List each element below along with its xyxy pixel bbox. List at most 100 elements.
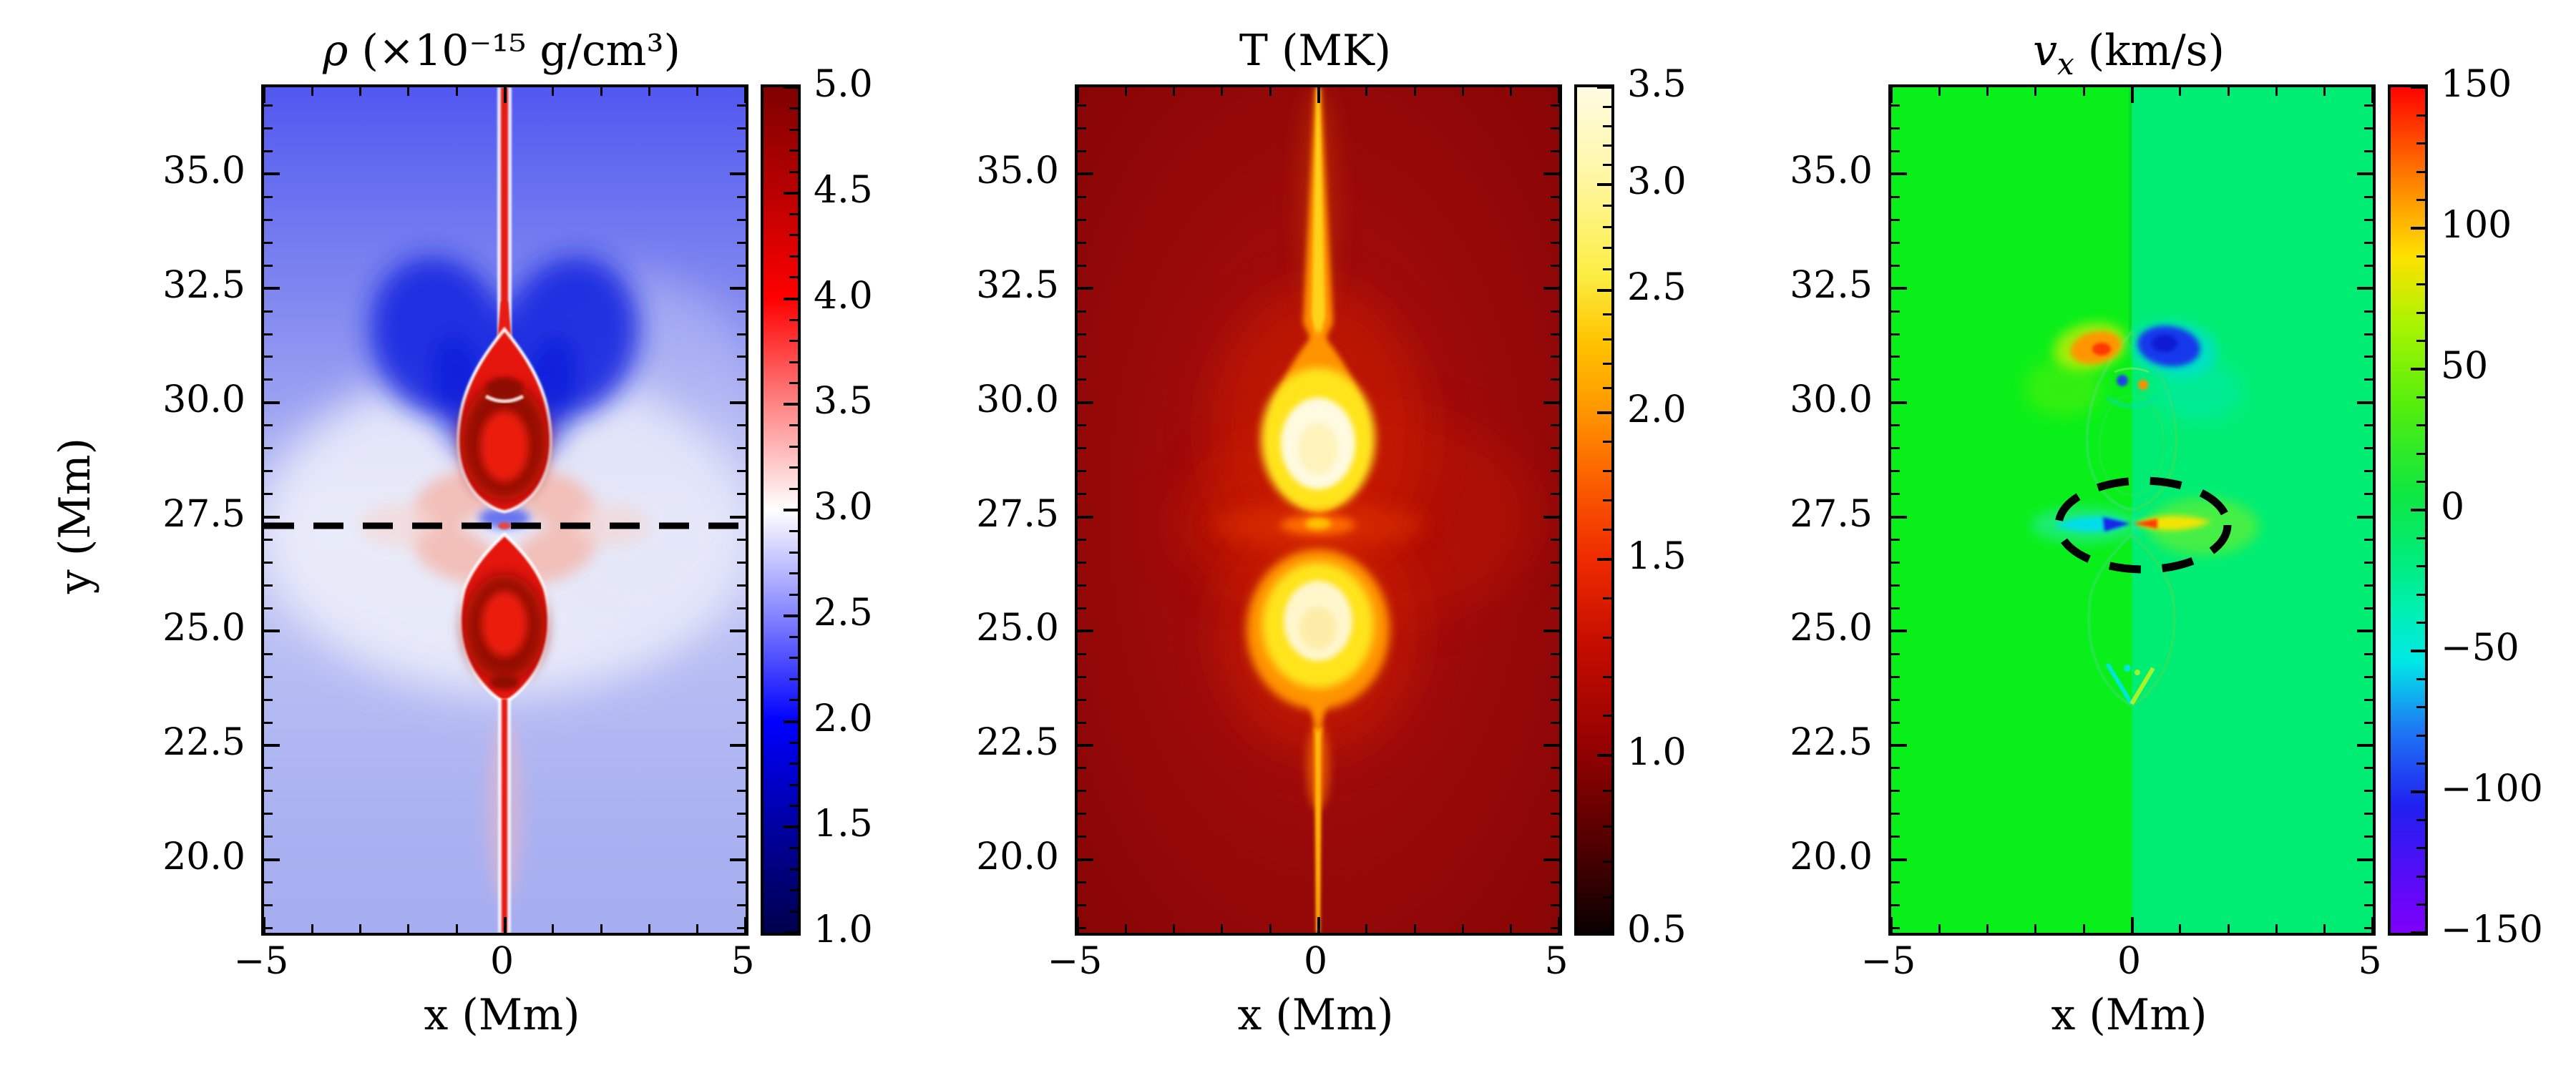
title-subscript: x (2057, 46, 2074, 82)
colorbar-tick (2411, 86, 2425, 89)
colorbar-tick-label: 5.0 (814, 63, 873, 106)
axis-tick (1269, 924, 1272, 933)
axis-tick (737, 767, 746, 770)
axis-tick (1891, 356, 1900, 358)
axis-tick (737, 310, 746, 313)
y-tick-label: 20.0 (162, 835, 245, 878)
colorbar-minor-tick (1603, 268, 1611, 270)
colorbar-tick (784, 509, 798, 511)
temperature-heatmap (1075, 84, 1562, 936)
axis-tick (2364, 241, 2373, 244)
colorbar-tick-label: 2.5 (814, 591, 873, 635)
axis-tick (1543, 401, 1559, 404)
axis-tick (1543, 744, 1559, 748)
colorbar-minor-tick (789, 677, 798, 680)
colorbar-tick (1597, 753, 1611, 757)
colorbar-minor-tick (789, 107, 798, 110)
axis-tick (2364, 539, 2373, 542)
axis-tick (1078, 150, 1086, 152)
panel-rho-title: ρ (×10⁻¹⁵ g/cm³) (215, 27, 788, 74)
plasmoid-bottom (458, 531, 551, 704)
axis-tick (2364, 652, 2373, 655)
axis-tick (2357, 172, 2373, 176)
colorbar-tick (2411, 227, 2425, 230)
axis-tick (1078, 561, 1086, 564)
axis-tick (1078, 744, 1093, 748)
axis-tick (737, 813, 746, 815)
colorbar-minor-tick (2416, 142, 2425, 145)
axis-tick (1891, 561, 1900, 564)
axis-tick (737, 333, 746, 335)
colorbar-minor-tick (789, 361, 798, 363)
colorbar-minor-tick (1603, 789, 1611, 792)
axis-tick (1078, 470, 1086, 473)
colorbar-tick (2411, 367, 2425, 371)
axis-tick (1413, 87, 1416, 96)
colorbar-tick-label: 50 (2441, 344, 2489, 388)
colorbar-minor-tick (1603, 441, 1611, 444)
colorbar-minor-tick (789, 635, 798, 638)
colorbar-minor-tick (1603, 105, 1611, 108)
colorbar-minor-tick (789, 424, 798, 427)
colorbar-tick (1597, 182, 1611, 186)
axis-tick (2364, 264, 2373, 267)
axis-tick (1221, 87, 1224, 96)
axis-tick (1891, 767, 1900, 770)
axis-tick (1558, 917, 1561, 933)
y-tick-label: 22.5 (162, 721, 245, 765)
axis-tick (1413, 924, 1416, 933)
lower-v-flows (2105, 662, 2155, 705)
axis-tick (696, 87, 699, 96)
axis-tick (2034, 924, 2037, 933)
axis-tick (455, 924, 458, 933)
axis-tick (2364, 218, 2373, 221)
axis-tick (264, 333, 273, 335)
axis-tick (730, 401, 746, 404)
colorbar-tick (2411, 790, 2425, 793)
colorbar-temperature-gradient (1577, 87, 1611, 933)
axis-tick (1078, 721, 1086, 724)
y-tick-label: 27.5 (976, 492, 1059, 536)
colorbar-minor-tick (789, 445, 798, 448)
colorbar-tick (1597, 288, 1611, 292)
colorbar-minor-tick (2416, 452, 2425, 455)
axis-tick (2357, 401, 2373, 404)
y-tick-label: 35.0 (976, 150, 1059, 193)
axis-tick (264, 836, 273, 838)
colorbar-tick-label: 2.0 (1627, 388, 1687, 432)
axis-tick (311, 924, 313, 933)
axis-tick (1551, 333, 1559, 335)
axis-tick (1558, 87, 1561, 103)
axis-tick (1078, 241, 1086, 244)
axis-tick (2275, 87, 2278, 96)
axis-tick (1551, 539, 1559, 542)
outflow-pair-top (2053, 321, 2218, 377)
axis-tick (1461, 87, 1464, 96)
colorbar-tick (784, 825, 798, 829)
axis-tick (2371, 87, 2374, 103)
axis-tick (311, 87, 313, 96)
colorbar-tick-label: 0.5 (1627, 908, 1687, 951)
axis-tick (2364, 333, 2373, 335)
colorbar-minor-tick (1603, 363, 1611, 365)
colorbar-tick (784, 403, 798, 406)
axis-tick (696, 924, 699, 933)
x-tick-label: 0 (489, 940, 514, 983)
axis-tick (1891, 447, 1900, 450)
axis-tick (264, 104, 273, 107)
colorbar-tick (1597, 86, 1611, 89)
axis-tick (1078, 493, 1086, 496)
axis-tick (1078, 264, 1086, 267)
axis-tick (407, 87, 410, 96)
x-tick-label: 5 (1544, 940, 1568, 983)
lower-current-sheet (486, 699, 523, 933)
axis-tick (2364, 721, 2373, 724)
colorbar-tick (784, 297, 798, 300)
vx-heatmap-image (1891, 87, 2373, 933)
colorbar-minor-tick (1603, 247, 1611, 250)
axis-tick (1551, 195, 1559, 198)
y-tick-label: 22.5 (976, 721, 1059, 765)
y-tick-label: 25.0 (976, 607, 1059, 650)
axis-tick (1891, 515, 1907, 519)
